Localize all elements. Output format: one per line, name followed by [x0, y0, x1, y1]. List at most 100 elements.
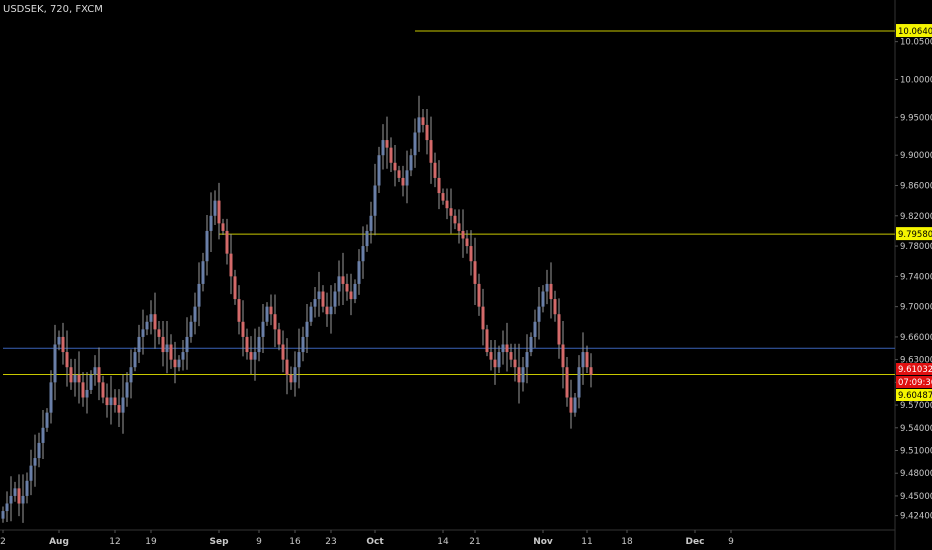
candle-body — [69, 367, 73, 383]
candle-body — [33, 458, 37, 466]
candle-body — [157, 329, 161, 337]
candle-body — [437, 177, 441, 194]
candle-body — [533, 321, 537, 337]
candle-body — [573, 397, 577, 413]
candle-body — [529, 336, 533, 353]
candle-body — [121, 397, 125, 413]
time-tick-label: 19 — [145, 537, 157, 547]
candle-body — [237, 299, 241, 322]
candle-body — [469, 246, 473, 262]
candle-body — [13, 488, 17, 496]
candle-body — [165, 344, 169, 353]
candle-body — [525, 352, 529, 368]
candle-body — [537, 306, 541, 322]
candle-body — [225, 230, 229, 254]
candle-body — [149, 314, 153, 322]
price-tag — [896, 389, 932, 401]
candle-body — [205, 230, 209, 262]
candle-body — [101, 382, 105, 398]
candle-body — [553, 299, 557, 315]
candle-body — [377, 155, 381, 186]
candle-body — [305, 321, 309, 337]
candle-body — [477, 283, 481, 307]
candle-body — [169, 344, 173, 360]
time-tick-label: 16 — [289, 537, 301, 547]
candle-body — [453, 215, 457, 224]
candle-body — [61, 336, 65, 353]
candle-body — [181, 352, 185, 360]
price-tick-label: 9.45000 — [900, 492, 932, 502]
candle-body — [265, 306, 269, 322]
candle-body — [589, 367, 593, 375]
candle-body — [337, 276, 341, 292]
time-tick-label: Nov — [533, 537, 553, 547]
candle-body — [545, 283, 549, 292]
candle-body — [113, 397, 117, 406]
price-tick-label: 9.95000 — [900, 113, 932, 123]
price-tick-label: 9.54000 — [900, 424, 932, 434]
candle-body — [397, 170, 401, 178]
candle-body — [277, 329, 281, 345]
candle-body — [257, 336, 261, 353]
candle-body — [441, 193, 445, 201]
candle-body — [485, 329, 489, 353]
time-tick-label: 14 — [437, 537, 449, 547]
candle-body — [145, 321, 149, 330]
candle-body — [429, 140, 433, 163]
candle-body — [541, 291, 545, 307]
price-tick-label: 9.74000 — [900, 272, 932, 282]
candle-body — [137, 336, 141, 353]
candle-body — [501, 344, 505, 353]
candle-body — [549, 283, 553, 300]
candle-body — [177, 359, 181, 368]
candle-body — [281, 344, 285, 360]
candle-body — [233, 276, 237, 300]
candle-body — [141, 329, 145, 337]
candle-body — [317, 291, 321, 300]
price-tick-label: 9.78000 — [900, 242, 932, 252]
time-tick-label: Sep — [209, 537, 229, 547]
candle-body — [409, 155, 413, 171]
price-tag — [896, 363, 932, 375]
candle-body — [333, 291, 337, 307]
candle-body — [489, 352, 493, 360]
candle-body — [241, 321, 245, 337]
candle-body — [117, 405, 121, 413]
candle-body — [289, 374, 293, 383]
candle-body — [57, 336, 61, 345]
candle-body — [585, 352, 589, 368]
candle-body — [561, 344, 565, 368]
candle-body — [293, 367, 297, 383]
price-tick-label: 9.82000 — [900, 212, 932, 222]
candle-body — [497, 352, 501, 368]
candle-body — [425, 124, 429, 141]
candle-body — [569, 397, 573, 413]
candle-body — [365, 230, 369, 247]
time-tick-label: 23 — [325, 537, 336, 547]
time-tick-label: 2 — [0, 537, 6, 547]
candle-body — [381, 140, 385, 156]
candle-body — [449, 208, 453, 216]
candle-body — [261, 321, 265, 337]
candle-body — [189, 321, 193, 337]
candle-body — [73, 374, 77, 383]
price-tick-label: 9.66000 — [900, 333, 932, 343]
candle-body — [213, 200, 217, 216]
candle-body — [413, 132, 417, 156]
candle-body — [9, 495, 13, 504]
candle-body — [345, 283, 349, 292]
candle-body — [357, 261, 361, 284]
candle-body — [109, 397, 113, 406]
candle-body — [581, 352, 585, 368]
candle-body — [89, 374, 93, 390]
candle-body — [457, 223, 461, 231]
candle-body — [297, 352, 301, 368]
candle-body — [269, 306, 273, 315]
price-tick-label: 9.70000 — [900, 303, 932, 313]
candle-body — [465, 238, 469, 247]
candle-body — [341, 276, 345, 284]
price-tick-label: 10.00000 — [900, 76, 932, 86]
candle-body — [321, 291, 325, 307]
candle-body — [21, 495, 25, 504]
